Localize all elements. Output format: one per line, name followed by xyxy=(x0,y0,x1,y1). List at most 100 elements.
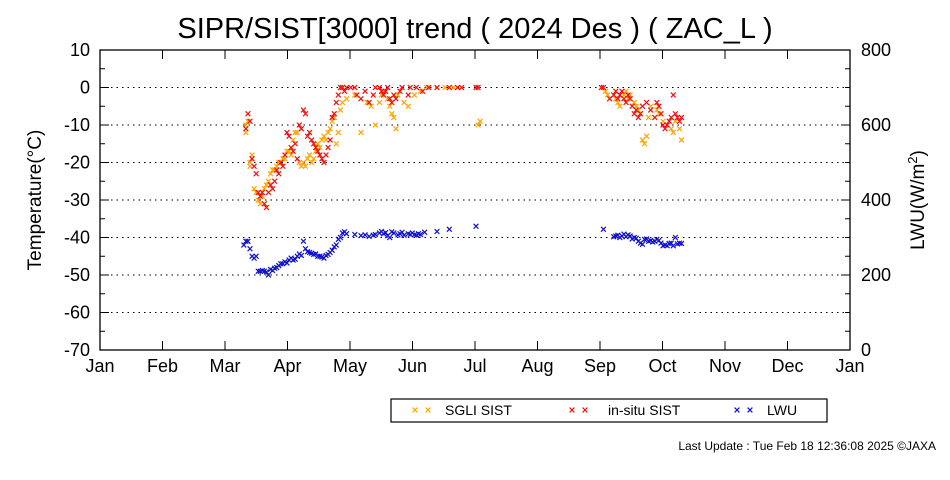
y-tick-label: -20 xyxy=(64,153,90,173)
in-situ-sist-point xyxy=(625,92,631,98)
y-tick-label: -30 xyxy=(64,190,90,210)
y-tick-label: -70 xyxy=(64,340,90,360)
x-tick-label: Sep xyxy=(584,356,616,376)
sgli-sist-point xyxy=(280,155,286,162)
y-axis-label: Temperature(°C) xyxy=(25,130,46,271)
in-situ-sist-point xyxy=(333,99,340,106)
lwu-point xyxy=(434,228,440,235)
x-tick-label: May xyxy=(333,356,367,376)
sgli-sist-point xyxy=(368,103,375,110)
lwu-point xyxy=(358,232,364,239)
footer-last-update: Last Update : Tue Feb 18 12:36:08 2025 ©… xyxy=(678,439,936,453)
sgli-sist-point xyxy=(288,152,294,158)
in-situ-sist-point xyxy=(261,200,268,207)
x-tick-label: Jan xyxy=(85,356,114,376)
legend-marker xyxy=(747,407,753,413)
lwu-point xyxy=(366,233,373,240)
in-situ-sist-point xyxy=(598,84,605,91)
sgli-sist-point xyxy=(372,122,379,128)
x-tick-label: Jan xyxy=(835,356,864,376)
in-situ-sist-point xyxy=(637,110,644,117)
sgli-sist-point xyxy=(386,103,393,110)
lwu-point xyxy=(473,223,479,230)
in-situ-sist-point xyxy=(658,110,664,117)
lwu-point xyxy=(255,268,262,275)
legend-marker xyxy=(734,407,740,413)
in-situ-sist-point xyxy=(343,84,350,91)
in-situ-sist-point xyxy=(273,167,280,173)
x-tick-labels: Jan Feb Mar Apr May Jun Jul Aug Sep Oct Nov Dec Jan xyxy=(85,356,864,376)
in-situ-sist-point xyxy=(294,155,301,162)
in-situ-sist-point xyxy=(245,110,251,117)
lwu-point xyxy=(351,231,358,238)
lwu-point xyxy=(329,247,336,254)
sgli-sist-point xyxy=(617,103,623,110)
lwu-point xyxy=(337,234,344,241)
in-situ-sist-point xyxy=(627,95,633,102)
x-tick-label: Jun xyxy=(398,356,427,376)
sgli-sist-point xyxy=(325,129,331,136)
in-situ-sist-point xyxy=(341,88,348,95)
in-situ-sist-point xyxy=(362,88,368,95)
lwu-point xyxy=(446,226,453,233)
lwu-point xyxy=(333,242,340,248)
in-situ-sist-point xyxy=(434,84,440,91)
in-situ-sist-point xyxy=(292,140,299,147)
in-situ-sist-point xyxy=(391,92,397,98)
y-tick-label: -50 xyxy=(64,265,90,285)
y-tick-label: 0 xyxy=(80,78,90,98)
y2-tick-label: 400 xyxy=(861,190,891,210)
lwu-point xyxy=(284,260,290,266)
in-situ-sist-point xyxy=(376,84,383,91)
y-tick-label: -10 xyxy=(64,115,90,135)
sgli-sist-point xyxy=(645,114,652,121)
data-points xyxy=(241,84,685,278)
in-situ-sist-point xyxy=(323,152,329,158)
lwu-point xyxy=(670,242,677,249)
y2-tick-label: 800 xyxy=(861,40,891,60)
sgli-sist-point xyxy=(257,200,264,207)
chart-title: SIPR/SIST[3000] trend ( 2024 Des ) ( ZAC… xyxy=(177,13,772,45)
in-situ-sist-point xyxy=(372,84,379,91)
in-situ-sist-point xyxy=(380,92,387,98)
sgli-sist-point xyxy=(676,125,683,132)
sgli-sist-point xyxy=(604,92,611,98)
lwu-point xyxy=(314,253,321,260)
in-situ-sist-point xyxy=(329,114,336,121)
sgli-sist-point xyxy=(310,155,317,162)
in-situ-sist-point xyxy=(317,152,323,158)
in-situ-sist-point xyxy=(312,144,319,151)
in-situ-sist-point xyxy=(284,129,290,136)
in-situ-sist-point xyxy=(674,114,681,121)
in-situ-sist-point xyxy=(454,84,461,91)
in-situ-sist-point xyxy=(670,92,677,98)
lwu-point xyxy=(600,226,607,233)
sgli-sist-point xyxy=(335,129,342,136)
sgli-sist-point xyxy=(641,140,648,147)
in-situ-sist-point xyxy=(347,84,354,91)
in-situ-sist-point xyxy=(249,155,255,162)
lwu-point xyxy=(245,238,251,245)
in-situ-sist-point xyxy=(286,133,292,140)
in-situ-sist-point xyxy=(397,88,403,95)
lwu-point xyxy=(292,256,299,263)
legend-marker xyxy=(425,407,431,413)
in-situ-sist-point xyxy=(257,193,264,200)
in-situ-sist-point xyxy=(458,84,465,91)
in-situ-sist-point xyxy=(358,95,364,102)
legend-label-lwu: LWU xyxy=(767,402,797,418)
in-situ-sist-point xyxy=(280,163,286,170)
in-situ-sist-point xyxy=(378,88,385,95)
in-situ-sist-point xyxy=(310,140,317,147)
sgli-sist-point xyxy=(391,114,397,121)
x-tick-label: Jul xyxy=(463,356,486,376)
in-situ-sist-point xyxy=(327,137,333,143)
in-situ-sist-point xyxy=(300,107,307,113)
lwu-point xyxy=(277,260,284,267)
lwu-point xyxy=(300,238,307,245)
legend: SGLI SIST in-situ SIST LWU xyxy=(390,398,828,423)
y2-tick-label: 600 xyxy=(861,115,891,135)
in-situ-sist-point xyxy=(656,103,662,110)
in-situ-sist-point xyxy=(269,185,276,192)
